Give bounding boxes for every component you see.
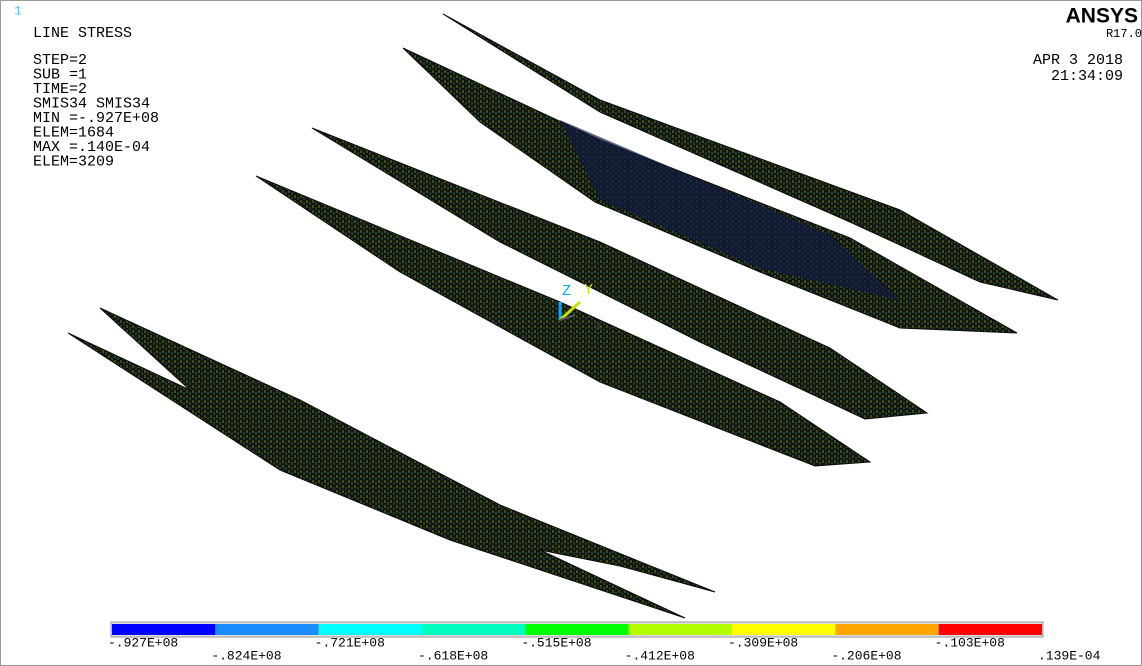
legend-swatch: [525, 624, 628, 635]
legend-label: -.412E+08: [625, 648, 695, 663]
legend-label: -.206E+08: [831, 648, 901, 663]
legend-swatch: [732, 624, 835, 635]
legend-label: .139E-04: [1038, 648, 1101, 663]
axis-x: X: [594, 319, 603, 336]
legend-swatch: [835, 624, 938, 635]
product-logo: ANSYS: [1066, 5, 1138, 28]
legend-label: -.103E+08: [935, 635, 1005, 650]
legend-label: -.515E+08: [521, 635, 591, 650]
plot-title: LINE STRESS: [33, 25, 132, 42]
legend-swatch: [215, 624, 318, 635]
legend-swatch: [939, 624, 1042, 635]
window-number: 1: [14, 3, 22, 18]
date: APR 3 2018: [1033, 52, 1123, 69]
legend-label: -.721E+08: [315, 635, 385, 650]
legend-label: -.309E+08: [728, 635, 798, 650]
axis-z: Z: [562, 283, 571, 300]
legend-label: -.618E+08: [418, 648, 488, 663]
graphics-window: 1 LINE STRESS STEP=2SUB =1TIME=2SMIS34 S…: [0, 0, 1142, 666]
legend-swatch: [629, 624, 732, 635]
time: 21:34:09: [1051, 68, 1123, 85]
release: R17.0: [1106, 27, 1142, 41]
info-line: ELEM=3209: [33, 153, 114, 170]
axis-y: Y: [584, 282, 593, 299]
legend-swatch: [112, 624, 215, 635]
legend-label: -.927E+08: [108, 635, 178, 650]
legend-label: -.824E+08: [211, 648, 281, 663]
legend-swatch: [319, 624, 422, 635]
legend-swatch: [422, 624, 525, 635]
